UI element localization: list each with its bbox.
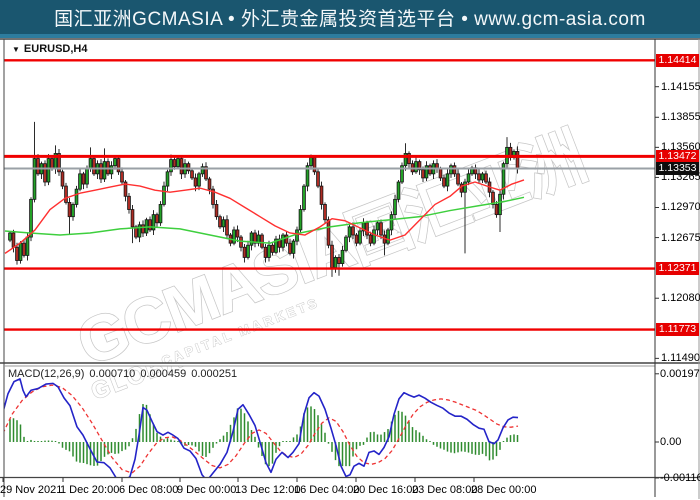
time-axis-label: 28 Dec 00:00 — [471, 484, 537, 496]
price-level-badge: 1.12371 — [656, 262, 699, 276]
symbol-timeframe-label: ▼ EURUSD,H4 — [12, 43, 88, 55]
promo-banner-text: 国汇亚洲GCMASIA • 外汇贵金属投资首选平台 • www.gcm-asia… — [54, 8, 646, 30]
macd-name: MACD(12,26,9) — [8, 368, 85, 380]
price-level-badge: 1.11773 — [656, 323, 699, 337]
price-axis-label: 1.14155 — [661, 80, 700, 93]
time-axis-label: 16 Dec 04:00 — [294, 484, 360, 496]
macd-value-signal: 0.000459 — [140, 368, 187, 380]
price-axis-label: 1.13855 — [661, 111, 700, 124]
macd-axis-label: 0.001978 — [660, 367, 700, 380]
time-axis-label: 9 Dec 00:00 — [177, 484, 237, 496]
macd-axis-label: -0.001164 — [660, 472, 700, 484]
chevron-down-icon: ▼ — [12, 44, 20, 54]
current-price-badge: 1.13353 — [656, 161, 699, 175]
macd-indicator-label: MACD(12,26,9) 0.000710 0.000459 0.000251 — [8, 368, 242, 380]
macd-value-main: 0.000710 — [89, 368, 136, 380]
symbol-text: EURUSD,H4 — [23, 43, 88, 55]
time-axis-label: 20 Dec 16:00 — [353, 484, 419, 496]
price-axis-label: 1.12080 — [661, 292, 700, 305]
macd-axis-label: 0.00 — [660, 436, 682, 448]
banner-accent-strip — [0, 34, 700, 38]
price-level-badge: 1.13472 — [656, 149, 699, 163]
time-axis-label: 29 Nov 2021 — [0, 484, 63, 496]
macd-value-hist: 0.000251 — [191, 368, 238, 380]
price-level-badge: 1.14414 — [656, 53, 699, 67]
time-axis-label: 13 Dec 12:00 — [235, 484, 301, 496]
promo-banner: 国汇亚洲GCMASIA • 外汇贵金属投资首选平台 • www.gcm-asia… — [0, 0, 700, 34]
price-axis-label: 1.12970 — [661, 201, 700, 214]
time-axis-label: 1 Dec 20:00 — [60, 484, 120, 496]
price-axis-label: 1.12675 — [661, 231, 700, 244]
time-axis-label: 6 Dec 08:00 — [119, 484, 179, 496]
price-axis-label: 1.11490 — [661, 352, 700, 365]
time-axis-label: 23 Dec 08:00 — [412, 484, 478, 496]
